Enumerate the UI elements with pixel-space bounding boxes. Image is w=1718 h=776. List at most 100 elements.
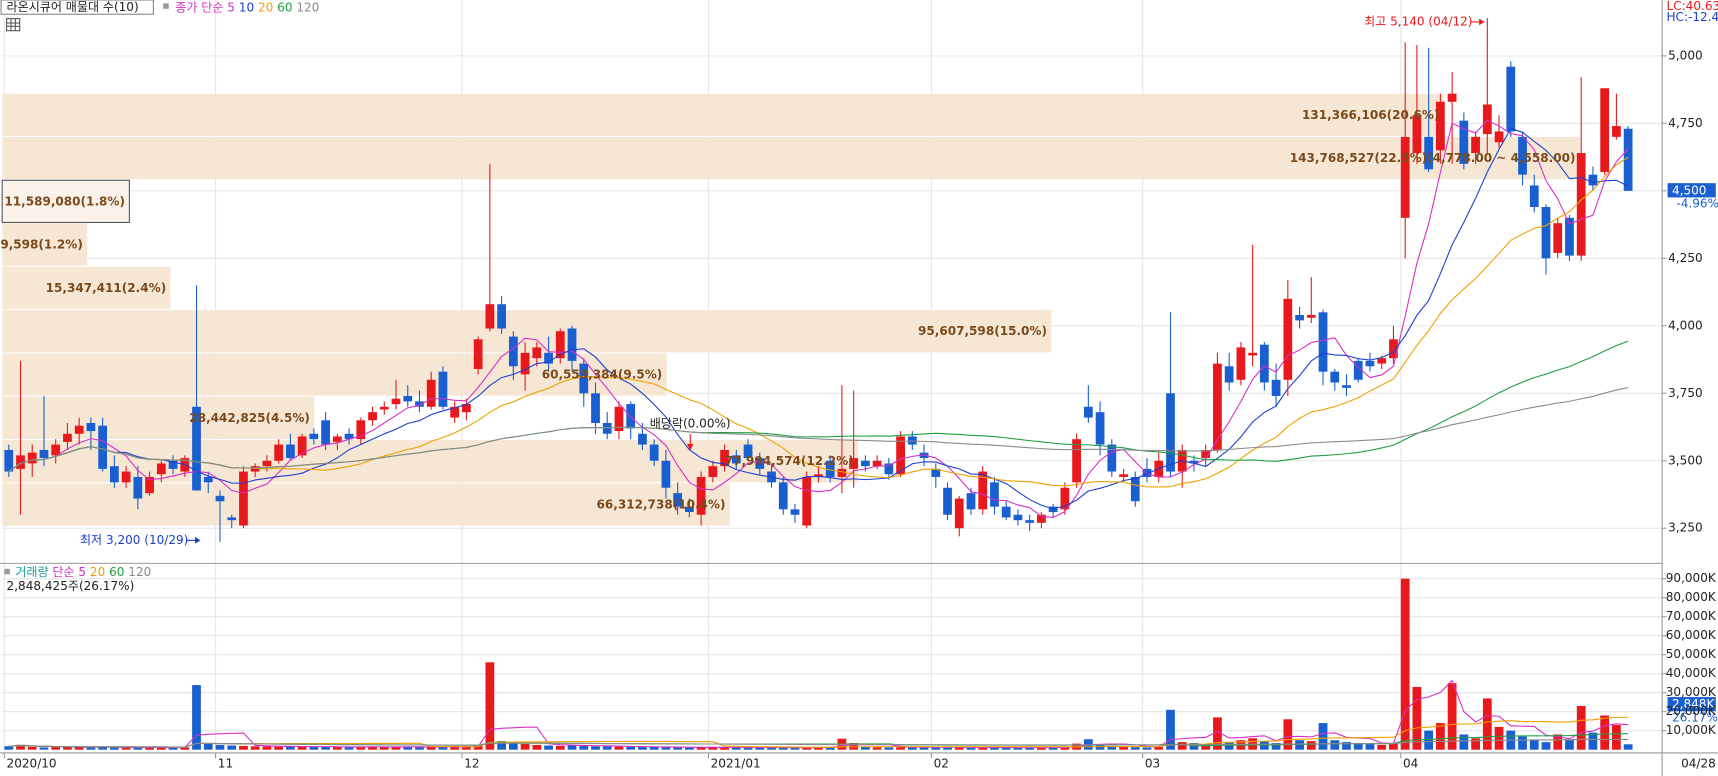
volume-bar	[1529, 740, 1539, 750]
volume-bar	[638, 747, 647, 750]
candle-body	[1400, 136, 1410, 218]
band-label-text: 60,553,384(9.5%)	[542, 367, 663, 381]
volume-bar	[1037, 747, 1046, 750]
candle-body	[1389, 339, 1398, 359]
candle-body	[227, 517, 237, 521]
volume-bar	[485, 662, 495, 750]
y-tick-label: 4,250	[1668, 251, 1702, 265]
candle-body	[861, 460, 870, 467]
candle-body	[755, 458, 765, 469]
volume-bar	[907, 746, 917, 750]
volume-bar	[63, 746, 72, 750]
candle-body	[1482, 104, 1492, 135]
candle-body	[1412, 115, 1422, 154]
hc-label: HC:-12.45	[1667, 10, 1718, 24]
candle-body	[544, 352, 553, 364]
volume-bar	[1565, 740, 1574, 750]
volume-bar	[1189, 743, 1199, 750]
volume-bar	[978, 747, 988, 750]
volume-bar	[884, 747, 894, 750]
volume-bar	[755, 747, 765, 750]
volume-bar	[27, 746, 37, 750]
candle-body	[438, 371, 448, 407]
volume-bar	[321, 746, 330, 750]
candle-body	[943, 487, 952, 515]
profile-band	[2, 483, 730, 526]
candle-body	[602, 422, 612, 434]
volume-bar	[1130, 747, 1140, 750]
volume-bar	[39, 747, 49, 750]
candle-body	[731, 455, 741, 464]
candle-body	[896, 436, 905, 475]
price-tag-label: 4,500	[1672, 183, 1706, 197]
volume-bar	[990, 747, 999, 750]
volume-pct: 26.17%	[1672, 710, 1718, 724]
volume-profile	[1, 93, 1580, 526]
volume-bar	[696, 747, 706, 750]
y-tick-label: 4,000	[1668, 318, 1702, 332]
volume-bar	[121, 747, 131, 750]
y-tick-label: 3,750	[1668, 386, 1702, 400]
candle-body	[344, 433, 354, 440]
volume-bar	[1518, 736, 1527, 750]
volume-bar	[1541, 742, 1551, 750]
volume-bar	[1060, 747, 1070, 750]
note-arrowhead	[686, 443, 694, 451]
volume-bar	[626, 746, 636, 750]
legend-label: 종가 단순	[175, 0, 223, 14]
profile-band	[2, 93, 1444, 136]
volume-tag-label: 2,848K	[1672, 697, 1715, 711]
profile-band	[1, 179, 130, 224]
volume-bar	[403, 746, 413, 750]
legend-marker	[163, 3, 169, 9]
price-tag	[1667, 183, 1716, 198]
profile-band-label: 60,553,384(9.5%)	[542, 367, 663, 381]
volume-bar	[1412, 686, 1422, 750]
profile-band-label: 95,607,598(15.0%)	[918, 324, 1047, 338]
legend-period: 5	[78, 565, 86, 579]
volume-bar	[497, 741, 506, 750]
table-icon[interactable]	[6, 18, 21, 32]
candle-body	[332, 436, 342, 442]
profile-band-label: 28,442,825(4.5%)	[189, 410, 310, 424]
volume-bar	[767, 747, 776, 750]
volume-bar	[896, 747, 905, 750]
profile-band-label: 7,749,598(1.2%)	[0, 237, 83, 251]
candle-body	[1612, 126, 1621, 137]
volume-bar	[51, 747, 61, 750]
volume-bar	[1459, 734, 1469, 750]
profile-band-label: 77,994,574(12.2%)	[725, 454, 854, 468]
candle-body	[1471, 136, 1480, 154]
candle-body	[1025, 520, 1035, 523]
candle-body	[1306, 315, 1316, 318]
volume-bar	[379, 746, 389, 750]
price-ma-line	[8, 119, 1629, 519]
candle-body	[86, 422, 96, 432]
volume-bar	[943, 747, 952, 750]
candle-body	[802, 476, 812, 526]
volume-ma-line	[8, 738, 1629, 748]
candle-body	[98, 425, 108, 469]
volume-bar	[1283, 719, 1293, 750]
candle-body	[1189, 460, 1199, 464]
candle-body	[1213, 363, 1222, 450]
candle-body	[485, 304, 495, 329]
candle-body	[156, 463, 166, 475]
candle-body	[990, 482, 999, 507]
volume-bar	[919, 747, 929, 750]
x-tick-label: 03	[1145, 756, 1160, 770]
candle-body	[1283, 298, 1293, 380]
volume-bar	[661, 747, 671, 750]
candle-body	[1072, 439, 1081, 483]
volume-bar	[743, 747, 753, 750]
band-label-text: 95,607,598(15.0%)	[918, 324, 1047, 338]
candle-body	[121, 471, 131, 483]
candle-body	[356, 420, 366, 440]
candle-body	[1424, 136, 1434, 170]
candle-body	[1330, 371, 1340, 383]
volume-bar	[250, 746, 260, 750]
y-tick-label: 5,000	[1668, 48, 1702, 62]
volume-bar	[814, 747, 823, 750]
candle-body	[966, 493, 976, 510]
